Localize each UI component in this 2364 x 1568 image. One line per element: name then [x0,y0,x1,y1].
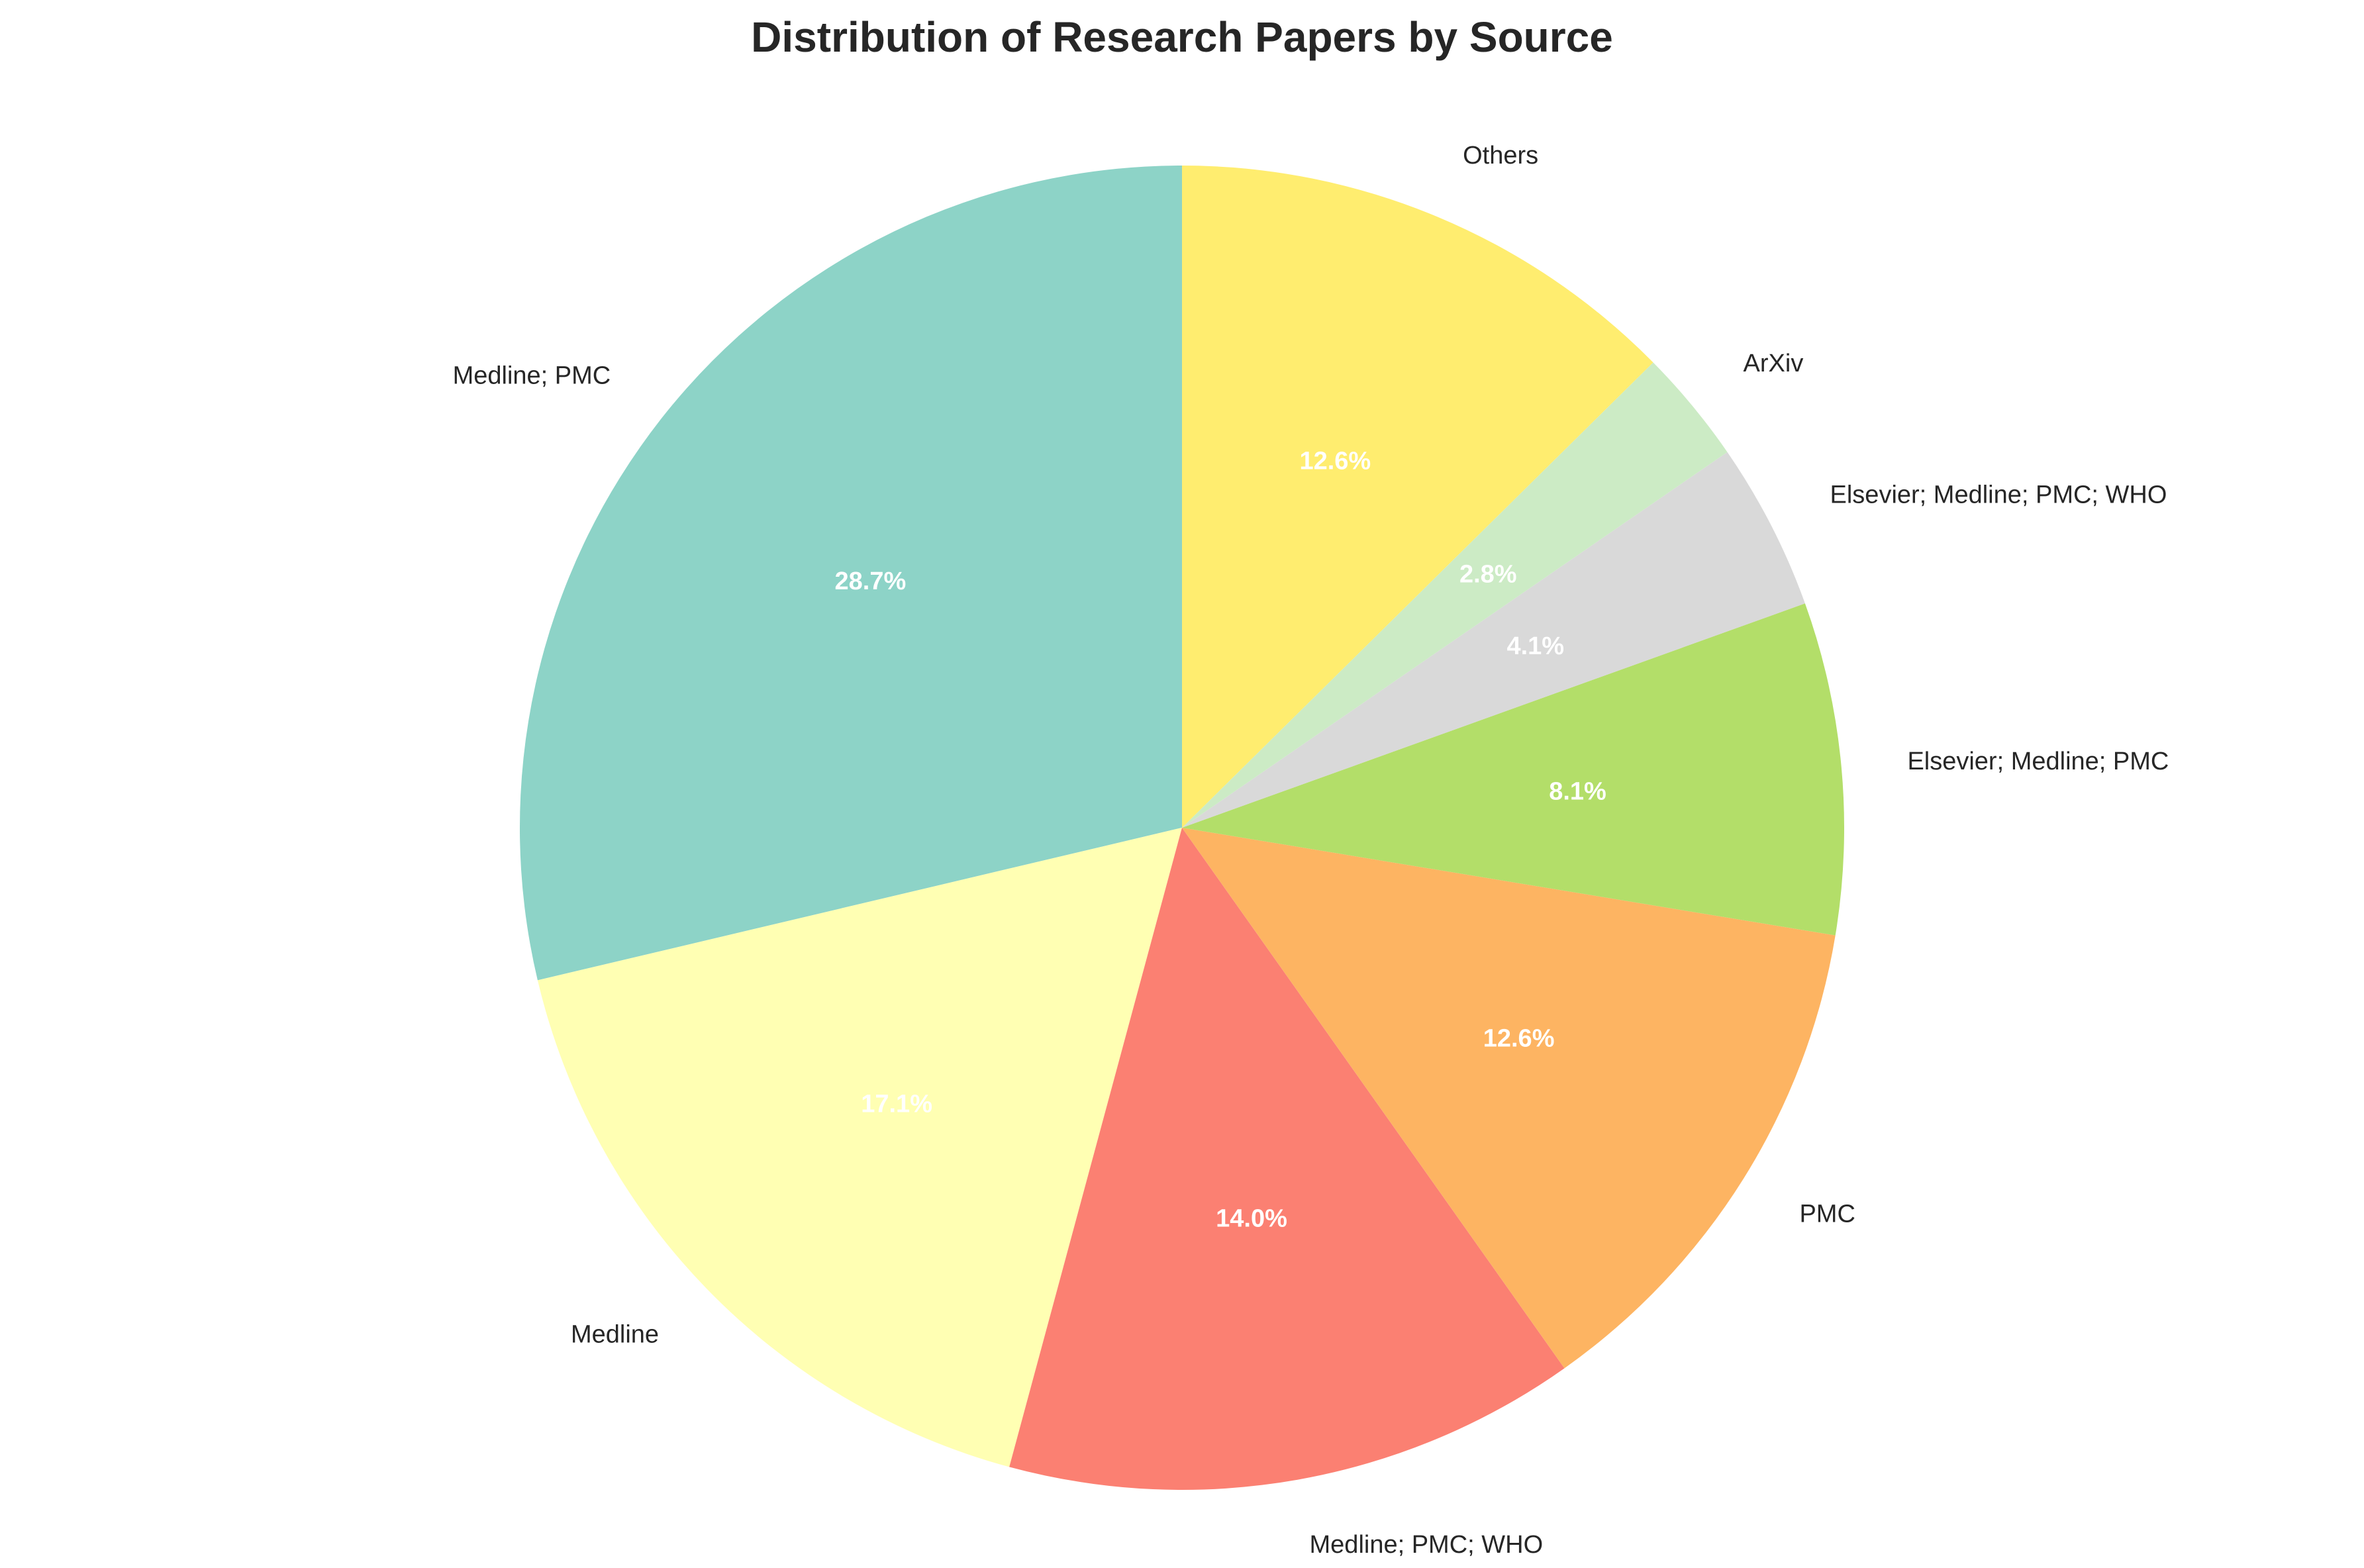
pie-slice-others [1182,166,1653,828]
slice-label-others: Others [1463,142,1538,170]
slice-label-medline-pmc-who: Medline; PMC; WHO [1310,1531,1544,1559]
pie-slice-pmc [1182,828,1836,1369]
pie-slice-medline-pmc [519,166,1182,981]
pie-slice-medline [537,828,1182,1467]
pct-label-elsevier-medline-pmc: 8.1% [1549,777,1606,805]
slices-layer [519,166,1845,1490]
pie-slice-elsevier-medline-pmc [1182,603,1845,936]
slice-label-medline-pmc: Medline; PMC [453,362,611,390]
pie-slice-medline-pmc-who [1009,828,1565,1490]
pct-label-arxiv: 2.8% [1459,561,1517,589]
pie-slice-elsevier-medline-pmc-who [1182,452,1805,828]
pct-label-elsevier-medline-pmc-who: 4.1% [1506,632,1564,660]
slice-label-medline: Medline [571,1321,659,1349]
pct-label-pmc: 12.6% [1483,1024,1555,1052]
slice-label-elsevier-medline-pmc-who: Elsevier; Medline; PMC; WHO [1830,481,2167,509]
pie-slice-arxiv [1182,362,1728,828]
slice-label-arxiv: ArXiv [1744,350,1804,377]
pct-label-medline-pmc: 28.7% [835,567,907,595]
slice-label-elsevier-medline-pmc: Elsevier; Medline; PMC [1907,748,2169,775]
pct-label-medline-pmc-who: 14.0% [1216,1205,1287,1233]
pct-label-medline: 17.1% [861,1091,932,1118]
chart-title: Distribution of Research Papers by Sourc… [751,13,1613,61]
slice-label-pmc: PMC [1799,1200,1855,1228]
labels-layer: 28.7% Medline; PMC 17.1% Medline 14.0% Medlin… [453,142,2169,1559]
pct-label-others: 12.6% [1299,447,1371,475]
